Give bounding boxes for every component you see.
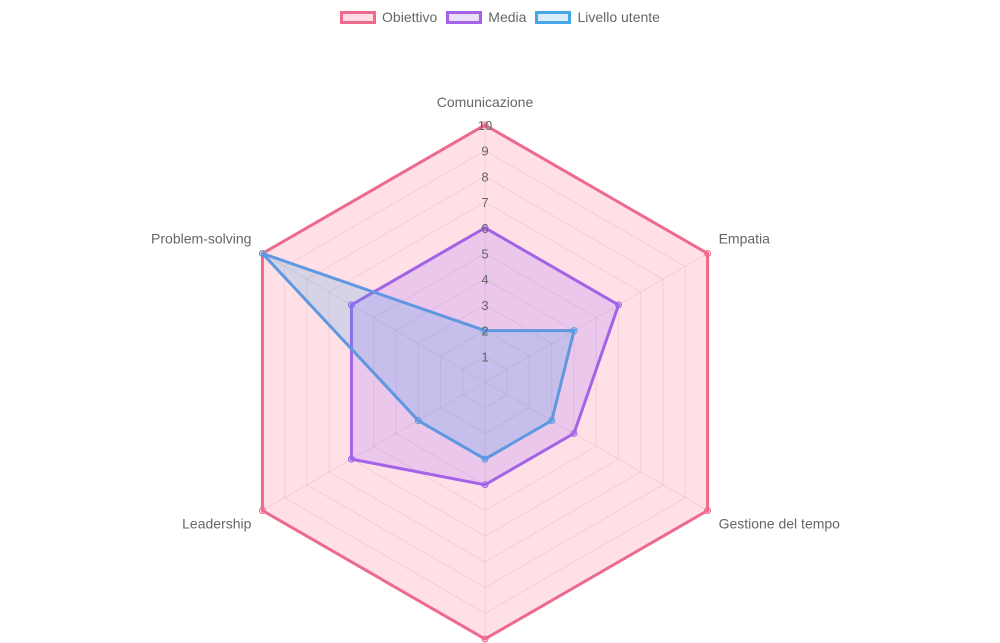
data-point[interactable] (570, 429, 578, 437)
axis-label: Empatia (719, 231, 771, 247)
tick-label: 3 (481, 298, 488, 313)
data-point[interactable] (481, 121, 489, 129)
legend-item-obiettivo[interactable]: Obiettivo (340, 9, 437, 25)
grid-spoke (262, 381, 486, 511)
tick-label: 4 (481, 272, 488, 287)
data-point[interactable] (481, 481, 489, 489)
tick-label: 9 (481, 144, 488, 159)
data-point[interactable] (548, 417, 556, 425)
axis-label: Comunicazione (437, 94, 534, 110)
legend-label: Obiettivo (382, 9, 438, 25)
data-point[interactable] (481, 327, 489, 335)
grid-spoke (484, 253, 708, 383)
tick-label: 10 (478, 118, 492, 133)
data-point[interactable] (615, 301, 623, 309)
data-point[interactable] (258, 507, 266, 514)
legend-label: Livello utente (577, 9, 660, 25)
legend-swatch-icon (446, 10, 483, 24)
grid-spoke (262, 253, 486, 383)
tick-label: 7 (481, 195, 488, 210)
grid-spoke (484, 381, 708, 511)
data-point[interactable] (481, 455, 489, 463)
grid-ring (306, 175, 664, 589)
legend-item-media[interactable]: Media (446, 9, 526, 25)
radar-series (258, 121, 712, 643)
data-point[interactable] (704, 507, 712, 514)
legend-label: Media (488, 9, 527, 25)
grid-ring (284, 150, 686, 614)
chart-legend: Obiettivo Media Livello utente (0, 9, 1000, 25)
data-point[interactable] (347, 301, 355, 309)
grid-ring (462, 355, 508, 409)
grid-ring (373, 252, 597, 512)
tick-label: 1 (481, 349, 488, 364)
radial-tick-labels: 1 2 3 4 5 6 7 8 9 10 (478, 118, 492, 364)
legend-swatch-icon (535, 10, 572, 24)
axis-label: Problem-solving (151, 231, 251, 247)
legend-swatch-icon (340, 10, 377, 24)
data-point[interactable] (258, 250, 266, 257)
axis-label: Leadership (182, 516, 251, 532)
grid-ring (439, 330, 531, 434)
tick-label: 6 (481, 221, 488, 236)
legend-item-livello-utente[interactable]: Livello utente (535, 9, 660, 25)
series-livello-utente (261, 252, 576, 461)
data-point[interactable] (414, 417, 422, 425)
axis-labels: Comunicazione Empatia Gestione del tempo Le… (151, 94, 840, 532)
axis-label: Gestione del tempo (719, 516, 841, 532)
grid-ring (328, 201, 642, 563)
data-point[interactable] (481, 635, 489, 643)
data-point[interactable] (481, 224, 489, 232)
tick-label: 5 (481, 247, 488, 262)
tick-label: 2 (481, 324, 488, 339)
data-point[interactable] (570, 327, 578, 335)
data-point[interactable] (347, 455, 355, 463)
data-point[interactable] (704, 250, 712, 257)
tick-label: 8 (481, 169, 488, 184)
